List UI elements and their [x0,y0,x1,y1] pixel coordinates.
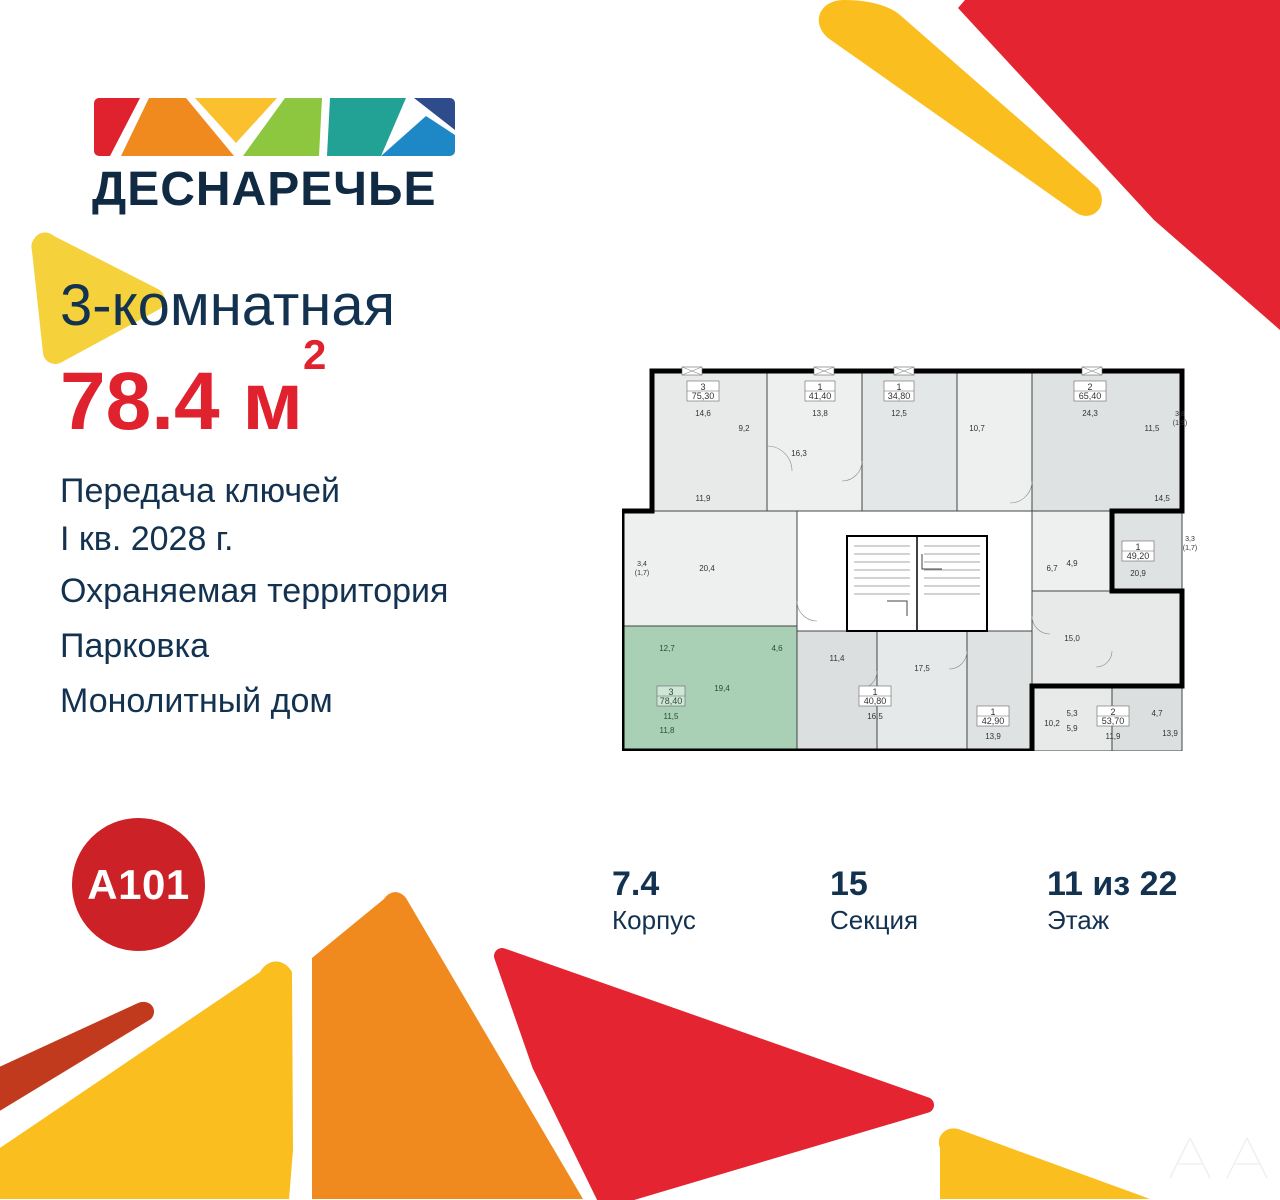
svg-text:75,30: 75,30 [692,391,715,401]
svg-text:42,90: 42,90 [982,716,1005,726]
svg-text:13,9: 13,9 [985,732,1001,741]
svg-text:9,2: 9,2 [738,424,750,433]
svg-text:34,80: 34,80 [888,391,911,401]
svg-text:6,7: 6,7 [1046,564,1058,573]
svg-text:16,5: 16,5 [867,712,883,721]
svg-text:(1,7): (1,7) [635,570,649,577]
svg-text:19,4: 19,4 [714,684,730,693]
svg-text:53,70: 53,70 [1102,716,1125,726]
svg-text:10,2: 10,2 [1044,719,1060,728]
svg-text:(1,9): (1,9) [1173,420,1187,427]
svg-text:11,5: 11,5 [664,712,680,721]
svg-text:3,4: 3,4 [637,561,647,568]
svg-text:20,9: 20,9 [1130,569,1146,578]
svg-text:11,9: 11,9 [696,494,712,503]
svg-text:65,40: 65,40 [1079,391,1102,401]
svg-text:41,40: 41,40 [809,391,832,401]
svg-text:24,3: 24,3 [1082,409,1098,418]
svg-text:16,3: 16,3 [791,449,807,458]
svg-text:11,4: 11,4 [830,654,846,663]
svg-text:49,20: 49,20 [1127,551,1150,561]
svg-text:15,0: 15,0 [1064,634,1080,643]
svg-text:5,3: 5,3 [1066,709,1078,718]
svg-text:20,4: 20,4 [699,564,715,573]
svg-text:5,9: 5,9 [1066,724,1078,733]
svg-text:4,7: 4,7 [1151,709,1163,718]
svg-text:78,40: 78,40 [660,696,683,706]
svg-text:12,5: 12,5 [891,409,907,418]
svg-text:14,5: 14,5 [1154,494,1170,503]
svg-text:12,7: 12,7 [659,644,675,653]
svg-text:40,80: 40,80 [864,696,887,706]
svg-text:(1,7): (1,7) [1183,545,1197,552]
svg-text:3,3: 3,3 [1185,536,1195,543]
svg-text:13,8: 13,8 [812,409,828,418]
svg-text:3,8: 3,8 [1175,411,1185,418]
svg-text:13,9: 13,9 [1162,729,1178,738]
svg-text:10,7: 10,7 [969,424,985,433]
svg-text:11,5: 11,5 [1145,424,1161,433]
svg-text:14,6: 14,6 [695,409,711,418]
svg-text:11,8: 11,8 [660,726,676,735]
svg-text:4,6: 4,6 [771,644,783,653]
svg-text:11,9: 11,9 [1106,732,1122,741]
svg-text:4,9: 4,9 [1066,559,1078,568]
svg-text:17,5: 17,5 [914,664,930,673]
